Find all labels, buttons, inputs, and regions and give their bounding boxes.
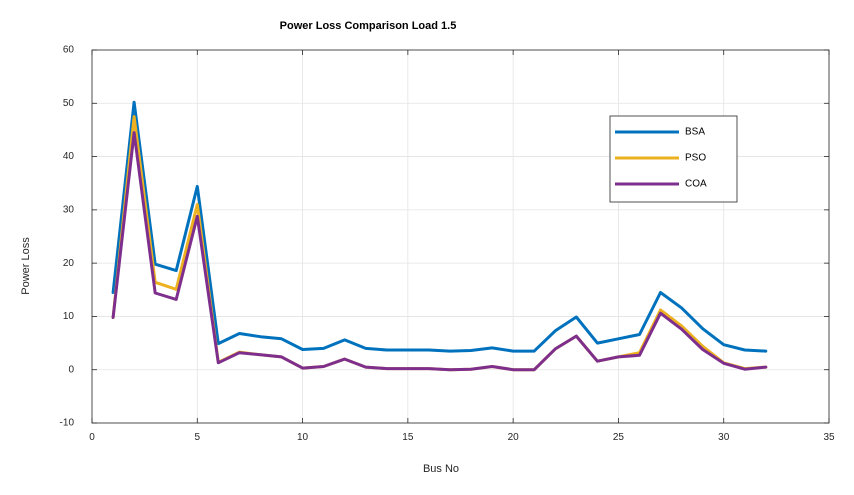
y-tick-label: 60 (63, 45, 75, 56)
legend-label-bsa: BSA (685, 127, 705, 138)
x-axis-label: Bus No (423, 463, 459, 475)
x-tick-label: 30 (718, 432, 730, 443)
series-lines (111, 100, 768, 372)
y-tick-label: 50 (63, 98, 75, 109)
series-line-bsa (111, 100, 768, 353)
y-tick-label: 10 (63, 311, 75, 322)
x-tick-label: 20 (508, 432, 520, 443)
legend: BSA PSO COA (609, 115, 738, 203)
y-tick-label: 20 (63, 258, 75, 269)
x-tick-label: 25 (613, 432, 625, 443)
y-tick-label: 30 (63, 204, 75, 215)
axis-ticks: 0 5 10 15 20 25 30 35 -10 0 10 20 30 40 50 60 (60, 45, 835, 443)
plot-background (92, 50, 829, 423)
x-tick-label: 0 (89, 432, 95, 443)
x-tick-label: 15 (402, 432, 414, 443)
legend-label-coa: COA (685, 179, 707, 190)
plot-frame (91, 49, 830, 424)
legend-label-pso: PSO (685, 153, 706, 164)
x-tick-label: 35 (823, 432, 835, 443)
series-line-coa (111, 131, 768, 372)
chart-title: Power Loss Comparison Load 1.5 (280, 20, 457, 32)
x-tick-label: 5 (195, 432, 201, 443)
y-axis-label: Power Loss (20, 237, 32, 295)
y-tick-label: 40 (63, 151, 75, 162)
y-tick-label: 0 (68, 364, 74, 375)
y-tick-label: -10 (60, 418, 75, 429)
x-tick-label: 10 (297, 432, 309, 443)
